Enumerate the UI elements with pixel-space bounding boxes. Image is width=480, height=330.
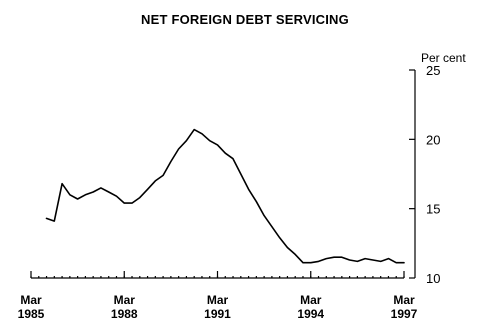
x-tick-label-month: Mar <box>20 293 42 307</box>
x-tick-label-year: 1997 <box>391 307 418 321</box>
x-tick-label-year: 1994 <box>297 307 324 321</box>
x-tick-label-year: 1985 <box>18 307 45 321</box>
y-tick-label: 15 <box>426 202 440 217</box>
x-tick-label-year: 1988 <box>111 307 138 321</box>
y-tick-label: 20 <box>426 132 440 147</box>
y-axis-label: Per cent <box>421 51 466 65</box>
y-tick-label: 10 <box>426 271 440 286</box>
axes: Mar1985Mar1988Mar1991Mar1994Mar199710152… <box>18 63 441 321</box>
x-tick-label-month: Mar <box>300 293 322 307</box>
series-line <box>45 128 405 264</box>
series-group <box>45 128 405 264</box>
x-tick-label-month: Mar <box>207 293 229 307</box>
y-tick-label: 25 <box>426 63 440 78</box>
chart-title: NET FOREIGN DEBT SERVICING <box>141 12 349 27</box>
x-tick-label-year: 1991 <box>204 307 231 321</box>
x-tick-label-month: Mar <box>393 293 415 307</box>
x-tick-label-month: Mar <box>114 293 136 307</box>
